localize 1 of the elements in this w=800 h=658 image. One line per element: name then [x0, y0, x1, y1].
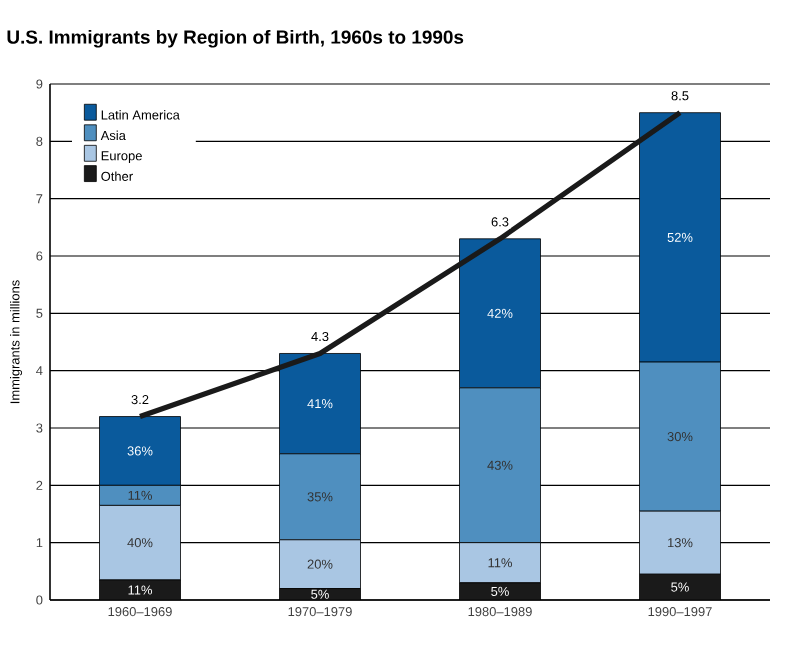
chart-title: U.S. Immigrants by Region of Birth, 1960s to 1990s: [7, 29, 464, 48]
